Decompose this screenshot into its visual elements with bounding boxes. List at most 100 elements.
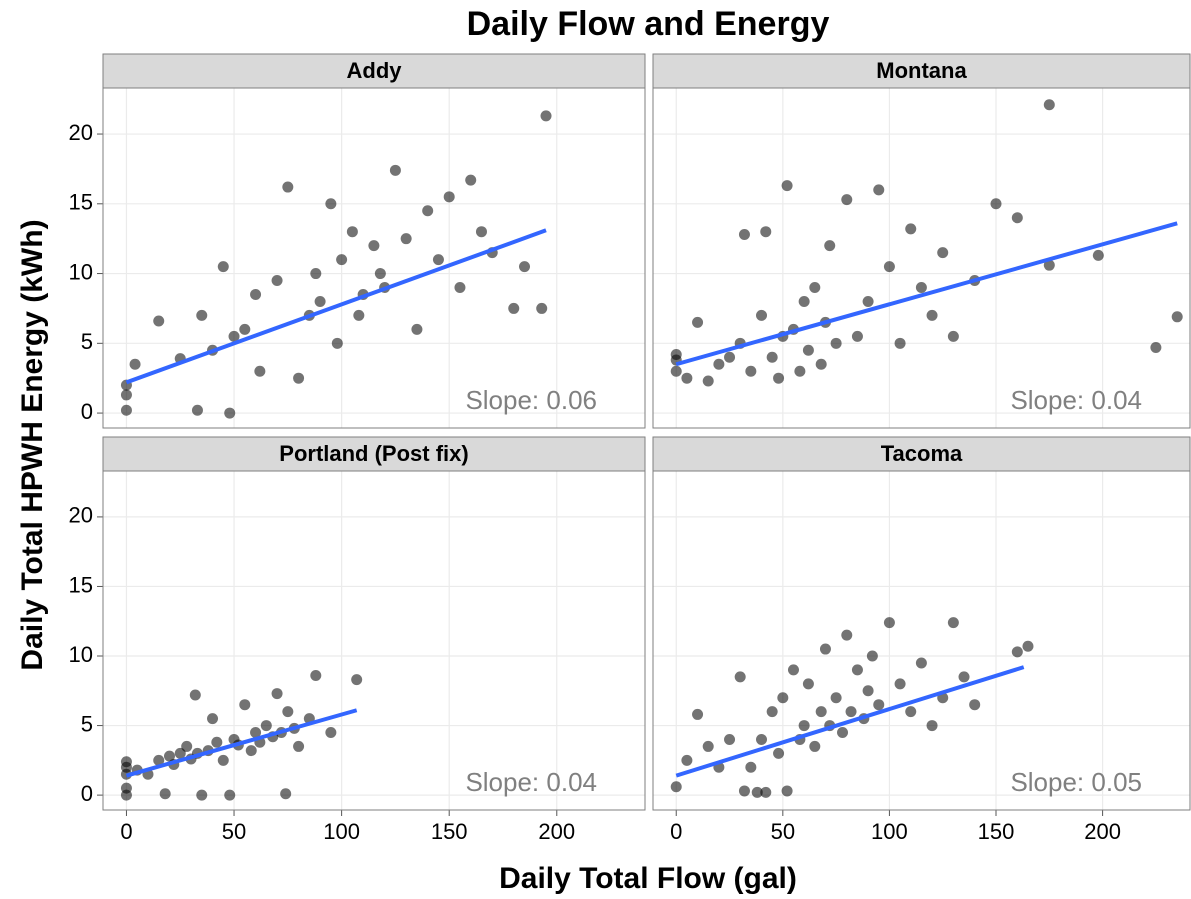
point <box>389 164 401 176</box>
chart-title: Daily Flow and Energy <box>467 5 830 43</box>
point <box>217 754 229 766</box>
slope-annotation: Slope: 0.06 <box>465 385 597 415</box>
point <box>454 282 466 294</box>
point <box>331 337 343 349</box>
point <box>224 407 236 419</box>
point <box>163 750 175 762</box>
x-tick-label: 50 <box>222 819 246 844</box>
point <box>894 337 906 349</box>
point <box>368 240 380 252</box>
y-tick-label: 10 <box>69 259 93 284</box>
point <box>883 261 895 273</box>
point <box>475 226 487 238</box>
point <box>293 740 305 752</box>
point <box>174 747 186 759</box>
point <box>432 254 444 266</box>
point <box>766 706 778 718</box>
point <box>802 344 814 356</box>
point <box>153 754 165 766</box>
point <box>254 365 266 377</box>
point <box>443 191 455 203</box>
point <box>947 330 959 342</box>
point <box>809 740 821 752</box>
x-tick-label: 100 <box>871 819 908 844</box>
y-tick-label: 15 <box>69 572 93 597</box>
panel-border <box>652 470 1191 811</box>
point <box>947 617 959 629</box>
point <box>702 375 714 387</box>
point <box>990 198 1002 210</box>
point <box>851 330 863 342</box>
point <box>310 268 322 280</box>
y-tick-label: 20 <box>69 120 93 145</box>
y-tick-label: 10 <box>69 642 93 667</box>
point <box>815 706 827 718</box>
point <box>411 323 423 335</box>
point <box>862 685 874 697</box>
point <box>1011 212 1023 224</box>
point <box>120 756 132 768</box>
point <box>336 254 348 266</box>
point <box>905 706 917 718</box>
y-tick-label: 0 <box>81 781 93 806</box>
point <box>228 330 240 342</box>
point <box>745 365 757 377</box>
point <box>692 316 704 328</box>
point <box>894 678 906 690</box>
point <box>969 699 981 711</box>
point <box>883 617 895 629</box>
point <box>1043 99 1055 111</box>
point <box>734 671 746 683</box>
point <box>787 664 799 676</box>
point <box>751 786 763 798</box>
point <box>809 282 821 294</box>
point <box>773 747 785 759</box>
point <box>293 372 305 384</box>
point <box>250 288 262 300</box>
point <box>346 226 358 238</box>
point <box>196 309 208 321</box>
fit-line <box>125 228 547 385</box>
point <box>159 788 171 800</box>
point <box>1011 646 1023 658</box>
y-tick-label: 15 <box>69 190 93 215</box>
x-tick-label: 200 <box>1084 819 1121 844</box>
y-tick-label: 5 <box>81 711 93 736</box>
point <box>129 358 141 370</box>
point <box>760 226 772 238</box>
point <box>120 404 132 416</box>
point <box>802 678 814 690</box>
point <box>280 788 292 800</box>
point <box>508 302 520 314</box>
x-tick-label: 150 <box>431 819 468 844</box>
point <box>1043 259 1055 271</box>
point <box>211 736 223 748</box>
point <box>120 389 132 401</box>
panel-border <box>102 87 646 429</box>
point <box>905 223 917 235</box>
point <box>400 233 412 245</box>
point <box>189 689 201 701</box>
point <box>915 657 927 669</box>
point <box>282 706 294 718</box>
point <box>239 699 251 711</box>
point <box>958 671 970 683</box>
point <box>830 337 842 349</box>
point <box>866 650 878 662</box>
point <box>830 692 842 704</box>
panel-bg <box>653 88 1190 428</box>
point <box>260 720 272 732</box>
point <box>760 786 772 798</box>
strip-label: Portland (Post fix) <box>279 441 468 466</box>
point <box>937 247 949 259</box>
point <box>781 180 793 192</box>
point <box>692 708 704 720</box>
point <box>181 740 193 752</box>
x-tick-label: 100 <box>323 819 360 844</box>
point <box>738 228 750 240</box>
point <box>519 261 531 273</box>
point <box>756 733 768 745</box>
y-tick-label: 20 <box>69 503 93 528</box>
point <box>271 275 283 287</box>
panel-border <box>652 87 1191 429</box>
